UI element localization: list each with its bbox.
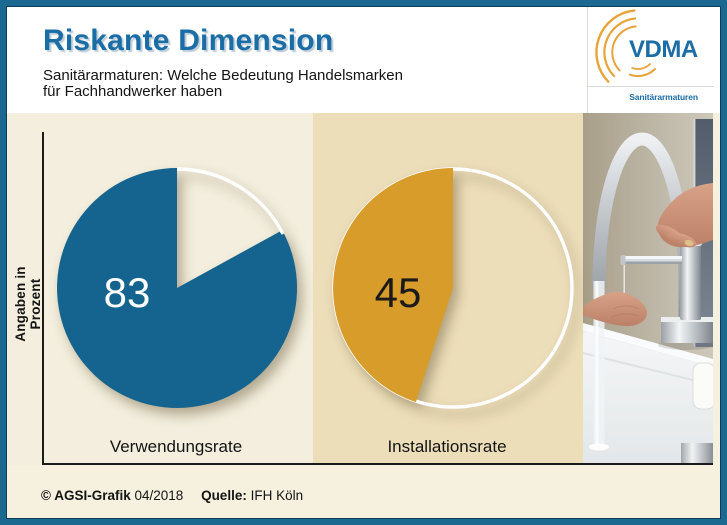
footer-copyright: © AGSI-Grafik — [41, 488, 131, 503]
pie-value-installationsrate: 45 — [375, 269, 422, 316]
y-axis-label: Angaben in Prozent — [13, 266, 43, 342]
logo-tagline: Sanitärarmaturen — [629, 92, 698, 102]
y-axis-line — [42, 132, 44, 465]
footer-credits: © AGSI-Grafik 04/2018 Quelle: IFH Köln — [41, 488, 303, 503]
photo-fixture-base — [681, 443, 713, 463]
pie-outline-arc — [176, 167, 285, 235]
vdma-logo-box: VDMA Sanitärarmaturen — [587, 6, 714, 113]
vdma-logo-text: VDMA — [629, 36, 698, 63]
faucet-photo — [583, 113, 713, 463]
pie-verwendungsrate: 83 — [57, 167, 298, 408]
logo-arc — [611, 25, 637, 72]
logo-divider — [588, 86, 714, 87]
pie-value-verwendungsrate: 83 — [104, 269, 151, 316]
logo-arc — [628, 68, 656, 78]
footer-source-label: Quelle: — [201, 488, 247, 503]
x-axis-line — [42, 463, 713, 465]
photo-water-stream — [593, 281, 605, 445]
logo-arc — [595, 9, 636, 83]
photo-sink — [583, 331, 713, 463]
photo-sink-ledge — [583, 323, 713, 367]
vdma-logo-icon: VDMA — [595, 9, 698, 83]
photo-thumbnail — [684, 239, 694, 247]
subtitle-line-2: für Fachhandwerker haben — [43, 82, 223, 100]
subtitle-line-1: Sanitärarmaturen: Welche Bedeutung Hande… — [43, 67, 403, 84]
logo-arc — [631, 63, 651, 70]
photo-lower-hand — [583, 291, 647, 327]
photo-towel — [692, 362, 713, 410]
pie-slice-verwendungsrate — [57, 168, 298, 408]
pie-label-verwendungsrate: Verwendungsrate — [109, 437, 243, 456]
footer-date: 04/2018 — [134, 488, 184, 503]
faucet-photo-illustration — [583, 113, 713, 463]
page-title: Riskante Dimension — [43, 24, 334, 57]
logo-arc — [603, 17, 637, 78]
footer-source: IFH Köln — [250, 488, 304, 503]
pie-slice-installationsrate — [333, 168, 453, 403]
pie-installationsrate: 45 — [332, 167, 574, 409]
page-subtitle: Sanitärarmaturen: Welche Bedeutung Hande… — [43, 68, 403, 99]
photo-soap-drip — [623, 265, 625, 317]
pie-label-installationsrate: Installationsrate — [387, 437, 507, 456]
photo-dispenser-cylinder — [680, 244, 701, 320]
